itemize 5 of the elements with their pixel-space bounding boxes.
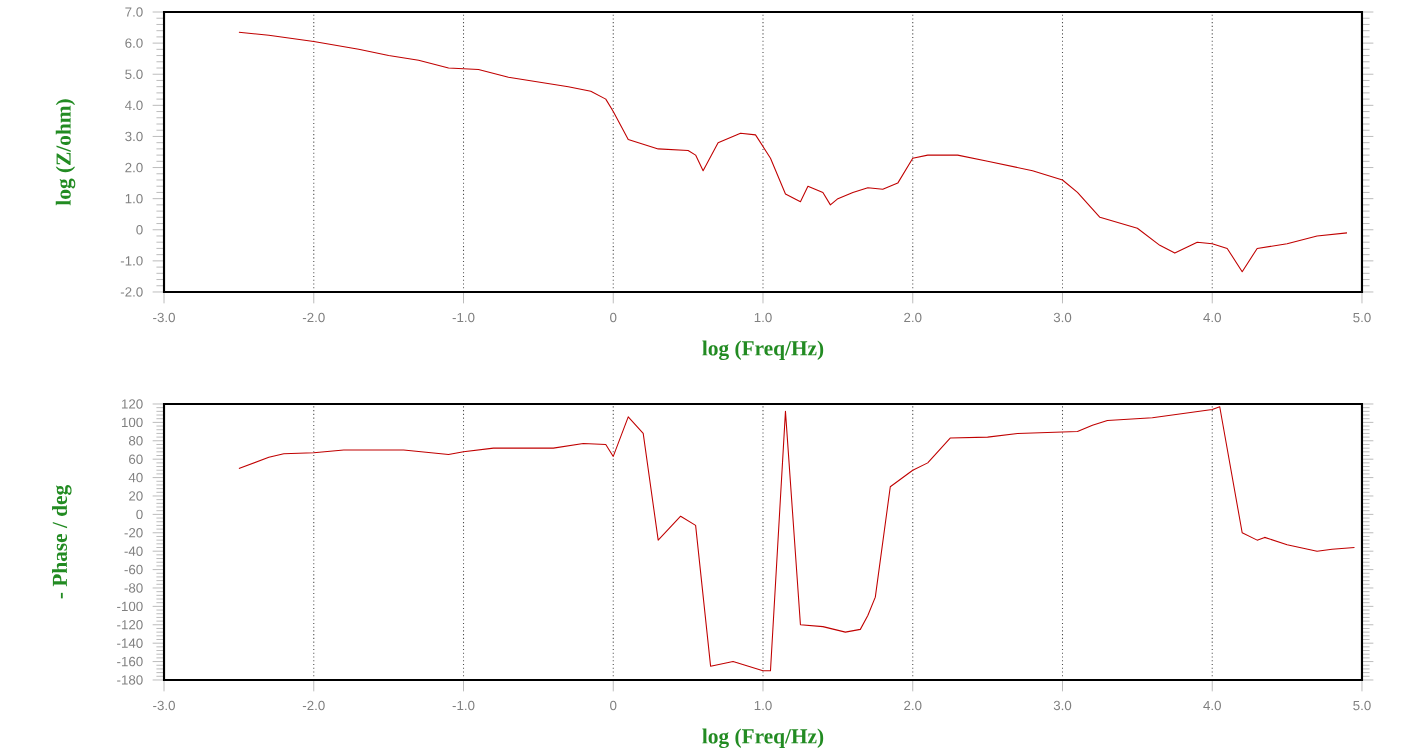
line-series bbox=[238, 406, 1356, 672]
y-axis-title: - Phase / deg bbox=[52, 485, 72, 599]
x-axis-title: log (Freq/Hz) bbox=[702, 340, 824, 361]
y-axis-title: log (Z/ohm) bbox=[55, 99, 76, 206]
x-axis-title: log (Freq/Hz) bbox=[702, 728, 824, 749]
